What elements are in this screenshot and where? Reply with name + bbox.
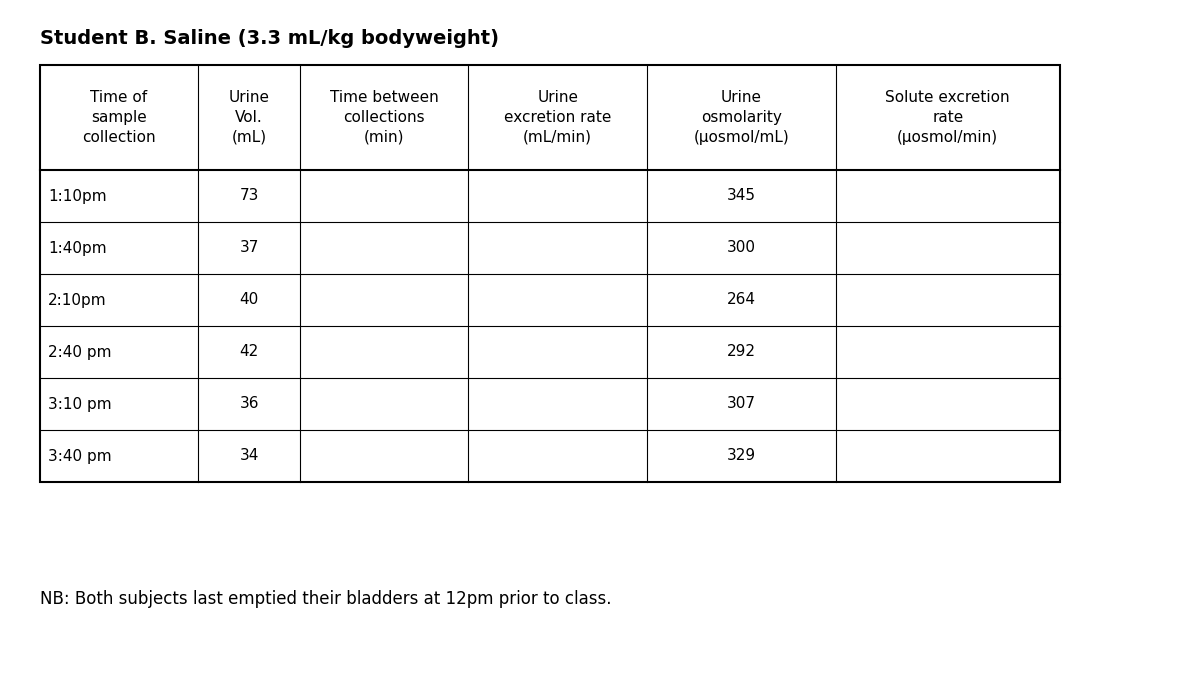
Text: 3:40 pm: 3:40 pm (48, 449, 112, 464)
Text: 345: 345 (727, 189, 756, 204)
Text: 37: 37 (240, 240, 259, 255)
Text: 1:10pm: 1:10pm (48, 189, 107, 204)
Text: NB: Both subjects last emptied their bladders at 12pm prior to class.: NB: Both subjects last emptied their bla… (40, 590, 612, 608)
Text: 3:10 pm: 3:10 pm (48, 397, 112, 411)
Text: Urine
osmolarity
(μosmol/mL): Urine osmolarity (μosmol/mL) (694, 90, 790, 145)
Text: 300: 300 (727, 240, 756, 255)
Bar (40, 65, 1060, 482)
Text: Urine
Vol.
(mL): Urine Vol. (mL) (228, 90, 270, 145)
Text: 42: 42 (240, 344, 259, 359)
Text: Time between
collections
(min): Time between collections (min) (330, 90, 439, 145)
Text: Student B. Saline (3.3 mL/kg bodyweight): Student B. Saline (3.3 mL/kg bodyweight) (40, 29, 499, 48)
Text: 292: 292 (727, 344, 756, 359)
Text: Solute excretion
rate
(μosmol/min): Solute excretion rate (μosmol/min) (886, 90, 1010, 145)
Text: 34: 34 (240, 449, 259, 464)
Text: 2:40 pm: 2:40 pm (48, 344, 112, 359)
Text: Urine
excretion rate
(mL/min): Urine excretion rate (mL/min) (504, 90, 611, 145)
Text: 329: 329 (727, 449, 756, 464)
Text: 73: 73 (240, 189, 259, 204)
Text: 2:10pm: 2:10pm (48, 293, 107, 308)
Text: 307: 307 (727, 397, 756, 411)
Text: Time of
sample
collection: Time of sample collection (83, 90, 156, 145)
Text: 264: 264 (727, 293, 756, 308)
Text: 40: 40 (240, 293, 259, 308)
Text: 36: 36 (239, 397, 259, 411)
Text: 1:40pm: 1:40pm (48, 240, 107, 255)
